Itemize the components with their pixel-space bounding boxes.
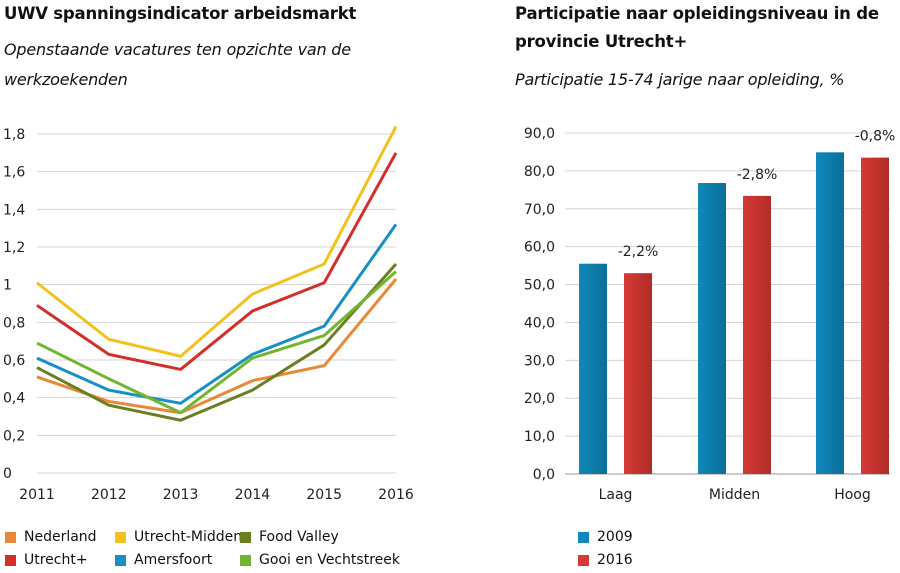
legend-label: 2016 — [597, 552, 633, 568]
legend-item: Food Valley — [240, 529, 339, 545]
y-tick-label: 0,2 — [3, 428, 25, 444]
bar-hoog-2016 — [861, 157, 889, 474]
series-line-utrecht- — [36, 152, 398, 371]
legend-item: Utrecht+ — [5, 552, 88, 568]
y-tick-label: 1,6 — [3, 165, 25, 181]
bar-midden-2016 — [743, 195, 771, 474]
legend-label: 2009 — [597, 529, 633, 545]
legend-swatch — [578, 554, 589, 566]
y-tick-label: 1,4 — [3, 202, 25, 218]
left-chart-subtitle: Openstaande vacatures ten opzichte van d… — [4, 40, 351, 89]
y-tick-label: 70,0 — [524, 202, 555, 218]
legend-item: Utrecht-Midden — [115, 529, 242, 545]
right-chart-title: Participatie naar opleidingsniveau in de… — [515, 4, 879, 51]
x-tick-label: 2016 — [378, 487, 414, 503]
bar-annotation: -2,2% — [618, 244, 659, 260]
y-tick-label: 0,8 — [3, 315, 25, 331]
y-tick-label: 1,2 — [3, 240, 25, 256]
left-chart-title: UWV spanningsindicator arbeidsmarkt — [4, 4, 357, 23]
legend-label: Amersfoort — [134, 552, 213, 568]
legend-swatch — [5, 531, 16, 543]
series-line-amersfoort — [36, 223, 398, 405]
x-tick-label: Midden — [709, 487, 760, 503]
x-tick-label: 2011 — [19, 487, 55, 503]
legend-swatch — [578, 531, 589, 543]
legend-item: 2016 — [578, 552, 633, 568]
y-tick-label: 30,0 — [524, 353, 555, 369]
x-tick-label: 2014 — [235, 487, 271, 503]
legend-label: Utrecht-Midden — [134, 529, 243, 545]
y-tick-label: 0,6 — [3, 353, 25, 369]
legend-label: Food Valley — [259, 529, 339, 545]
bar-hoog-2009 — [816, 152, 844, 474]
legend-swatch — [5, 554, 16, 566]
legend-swatch — [240, 554, 251, 566]
x-tick-label: Hoog — [834, 487, 871, 503]
y-tick-label: 10,0 — [524, 429, 555, 445]
legend-swatch — [115, 531, 126, 543]
x-tick-label: Laag — [599, 487, 633, 503]
legend-item: Gooi en Vechtstreek — [240, 552, 400, 568]
bar-laag-2009 — [579, 263, 607, 474]
series-line-food-valley — [36, 262, 398, 422]
y-tick-label: 60,0 — [524, 240, 555, 256]
y-tick-label: 90,0 — [524, 126, 555, 142]
y-tick-label: 1,8 — [3, 127, 25, 143]
legend-label: Utrecht+ — [24, 552, 88, 568]
x-tick-label: 2013 — [163, 487, 199, 503]
x-tick-label: 2012 — [91, 487, 127, 503]
y-tick-label: 40,0 — [524, 315, 555, 331]
series-line-gooi-en-vechtstreek — [36, 270, 397, 415]
legend-item: Amersfoort — [115, 552, 212, 568]
bar-midden-2009 — [698, 183, 726, 474]
legend-item: 2009 — [578, 529, 633, 545]
y-tick-label: 80,0 — [524, 164, 555, 180]
legend-swatch — [115, 554, 126, 566]
y-tick-label: 20,0 — [524, 391, 555, 407]
bar-laag-2016 — [624, 273, 652, 474]
legend-item: Nederland — [5, 529, 97, 545]
y-tick-label: 50,0 — [524, 278, 555, 294]
y-tick-label: 0,0 — [533, 467, 555, 483]
series-line-utrecht-midden — [36, 125, 398, 358]
legend-swatch — [240, 531, 251, 543]
y-tick-label: 0,4 — [3, 391, 25, 407]
legend-label: Nederland — [24, 529, 97, 545]
y-tick-label: 1 — [3, 278, 12, 294]
y-tick-label: 0 — [3, 466, 12, 482]
bar-annotation: -2,8% — [737, 167, 778, 183]
bar-annotation: -0,8% — [855, 129, 896, 145]
legend-label: Gooi en Vechtstreek — [259, 552, 400, 568]
x-tick-label: 2015 — [306, 487, 342, 503]
right-chart-subtitle: Participatie 15-74 jarige naar opleiding… — [515, 70, 845, 89]
